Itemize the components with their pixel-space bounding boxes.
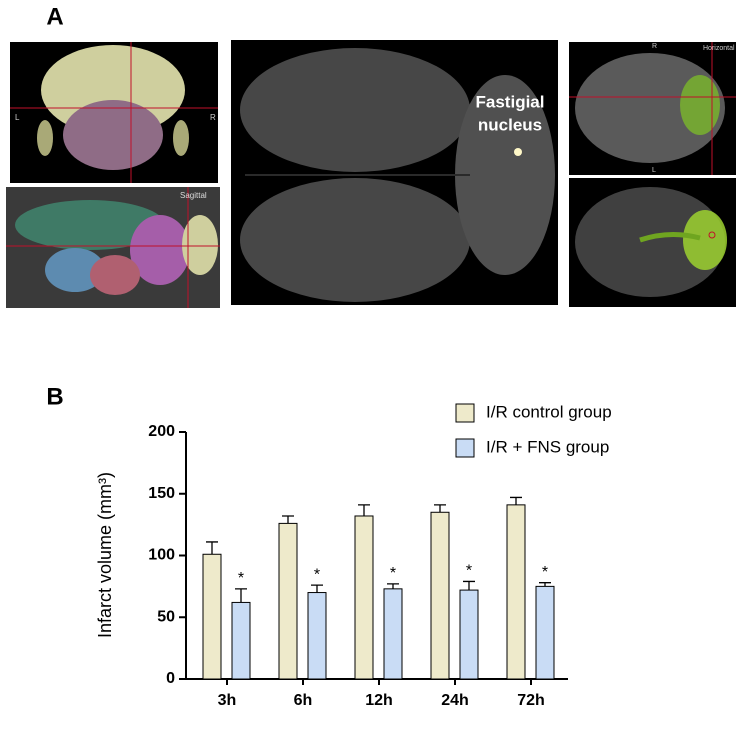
significance-mark: * bbox=[314, 566, 320, 583]
error-bar bbox=[235, 588, 247, 603]
y-tick-label: 0 bbox=[166, 670, 175, 687]
error-bar bbox=[206, 541, 218, 555]
bar bbox=[231, 601, 251, 680]
bar bbox=[278, 522, 298, 680]
panel-label: B bbox=[46, 383, 63, 410]
bar bbox=[354, 515, 374, 680]
bar bbox=[202, 553, 222, 680]
error-bar bbox=[311, 584, 323, 593]
bar bbox=[307, 592, 327, 680]
x-tick-label: 24h bbox=[441, 692, 469, 709]
orientation-label: R bbox=[210, 113, 216, 122]
tract-image: R Horizontal L bbox=[569, 42, 736, 175]
coronal-image: L R bbox=[10, 42, 218, 183]
y-tick-label: 150 bbox=[148, 485, 175, 502]
sagittal-image: Sagittal bbox=[6, 187, 220, 308]
error-bar bbox=[282, 515, 294, 524]
bar bbox=[383, 588, 403, 680]
bar bbox=[535, 585, 555, 680]
legend-label: I/R + FNS group bbox=[486, 437, 609, 456]
significance-mark: * bbox=[238, 570, 244, 587]
error-bar bbox=[539, 582, 551, 587]
x-tick-label: 6h bbox=[294, 692, 313, 709]
annotation: nucleus bbox=[478, 115, 542, 134]
bar bbox=[459, 589, 479, 680]
view-label: Horizontal bbox=[703, 45, 735, 52]
brain-image: Fastigial nucleus bbox=[231, 40, 558, 305]
x-tick-label: 3h bbox=[218, 692, 237, 709]
error-bar bbox=[387, 583, 399, 589]
y-tick-label: 100 bbox=[148, 547, 175, 564]
significance-mark: * bbox=[390, 565, 396, 582]
orientation-label: L bbox=[15, 113, 20, 122]
legend-label: I/R control group bbox=[486, 402, 612, 421]
view-label: Sagittal bbox=[180, 191, 207, 200]
x-tick-label: 12h bbox=[365, 692, 393, 709]
error-bar bbox=[434, 504, 446, 513]
legend-swatch bbox=[455, 438, 475, 458]
y-tick-label: 50 bbox=[157, 608, 175, 625]
orientation-label: R bbox=[652, 43, 657, 50]
orientation-label: L bbox=[652, 167, 656, 174]
significance-mark: * bbox=[542, 564, 548, 581]
bar bbox=[506, 504, 526, 680]
x-tick-label: 72h bbox=[517, 692, 545, 709]
tract-image bbox=[569, 178, 736, 307]
significance-mark: * bbox=[466, 563, 472, 580]
legend-swatch bbox=[455, 403, 475, 423]
error-bar bbox=[510, 496, 522, 505]
y-axis-label: Infarct volume (mm³) bbox=[95, 472, 115, 638]
error-bar bbox=[358, 504, 370, 516]
panel-label: A bbox=[46, 3, 63, 30]
y-tick-label: 200 bbox=[148, 423, 175, 440]
bar bbox=[430, 511, 450, 680]
error-bar bbox=[463, 580, 475, 591]
annotation: Fastigial bbox=[476, 92, 545, 111]
